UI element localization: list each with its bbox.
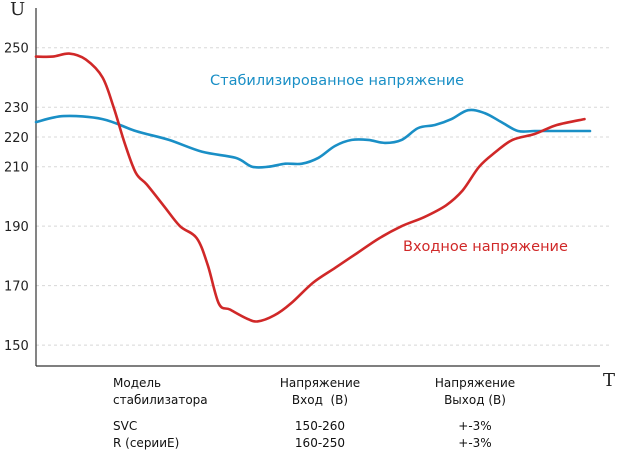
- header-model-line2: стабилизатора: [113, 393, 208, 407]
- y-tick-label: 220: [4, 131, 29, 146]
- y-tick-labels: 250 230 220 210 190 170 150: [4, 42, 29, 354]
- row-svc-output: +-3%: [458, 419, 492, 433]
- header-input-line1: Напряжение: [279, 376, 361, 390]
- stabilized-voltage-line: [34, 108, 592, 169]
- column-output: Напряжение Выход (В) +-3% +-3%: [425, 375, 525, 452]
- input-voltage-label: Входное напряжение: [403, 239, 568, 255]
- series-layer: [34, 52, 592, 323]
- column-model: Модель стабилизатора SVC R (серииE): [113, 375, 208, 452]
- y-tick-label: 150: [4, 339, 29, 354]
- y-tick-label: 230: [4, 101, 29, 116]
- y-tick-label: 250: [4, 42, 29, 57]
- row-svc-model: SVC: [113, 419, 138, 433]
- row-r-model: R (серииE): [113, 436, 180, 450]
- x-axis-label-t: T: [603, 370, 616, 391]
- stabilizer-spec-table: T Модель стабилизатора SVC R (серииE) На…: [0, 372, 617, 453]
- y-tick-label: 190: [4, 220, 29, 235]
- stabilized-voltage-label: Стабилизированное напряжение: [210, 73, 464, 89]
- header-model-line1: Модель: [113, 376, 162, 390]
- row-svc-input: 150-260: [294, 419, 346, 433]
- grid-lines: [36, 47, 612, 346]
- input-voltage-line: [34, 52, 586, 323]
- header-output-line2: Выход (В): [444, 393, 506, 407]
- column-input: Напряжение Вход (В) 150-260 160-250: [265, 375, 375, 452]
- header-input-line2: Вход (В): [291, 393, 349, 407]
- y-tick-label: 210: [4, 161, 29, 176]
- y-tick-label: 170: [4, 280, 29, 295]
- row-r-input: 160-250: [294, 436, 346, 450]
- header-output-line1: Напряжение: [434, 376, 516, 390]
- y-axis-label: U: [10, 0, 25, 20]
- row-r-output: +-3%: [458, 436, 492, 450]
